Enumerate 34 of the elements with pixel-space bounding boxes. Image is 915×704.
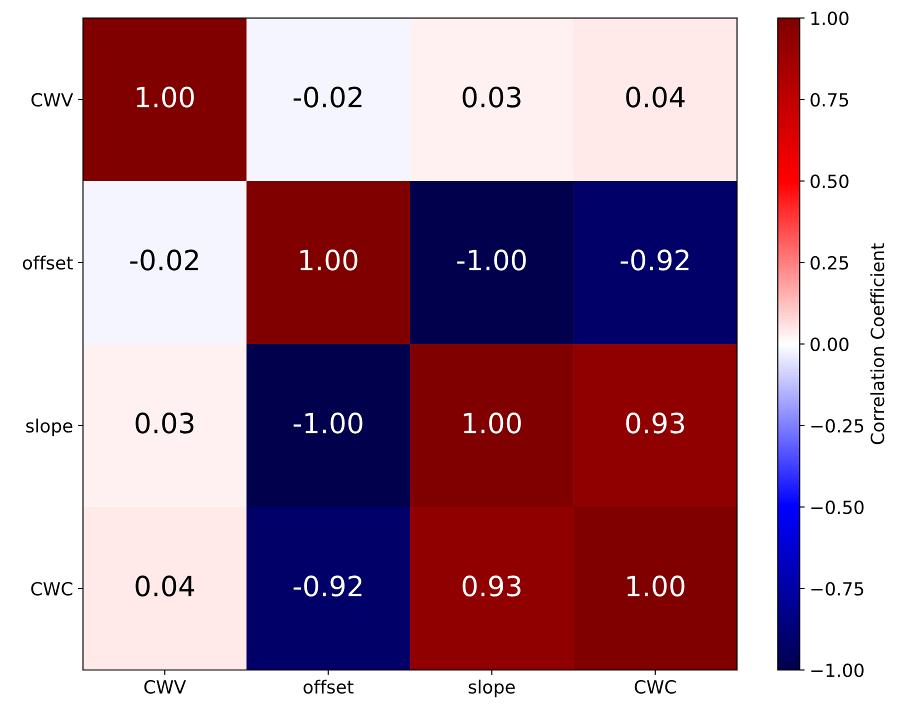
- x-tick-label: slope: [468, 680, 515, 698]
- data-label: 0.93: [462, 576, 520, 597]
- color-bar-label: −0.50: [811, 500, 864, 514]
- color-bar-label: −0.25: [811, 418, 864, 433]
- color-bar-label: 0.00: [810, 337, 848, 352]
- color-bar-title: Correlation Coefficient: [870, 243, 884, 444]
- data-label: -1.00: [294, 412, 362, 434]
- color-bar-label: 0.50: [810, 174, 848, 188]
- data-label: 0.03: [462, 86, 520, 108]
- data-label: 1.00: [300, 250, 358, 271]
- data-label: -0.02: [294, 86, 362, 108]
- x-tick-label: CWC: [634, 680, 676, 694]
- color-bar-label: 0.25: [810, 256, 848, 270]
- data-label: 0.04: [136, 576, 194, 597]
- color-bar-label: 0.75: [810, 92, 848, 107]
- y-tick-label: offset: [22, 256, 73, 270]
- data-label: 1.00: [627, 576, 684, 597]
- data-label: 1.00: [136, 86, 194, 108]
- x-tick-label: offset: [304, 680, 354, 694]
- y-tick-label: CWC: [31, 582, 72, 596]
- y-tick-label: slope: [26, 418, 72, 436]
- color-bar-label: −1.00: [811, 663, 864, 678]
- data-label: -0.92: [620, 250, 688, 271]
- data-label: 0.03: [136, 412, 194, 434]
- x-tick-label: CWV: [144, 680, 186, 694]
- color-bar-label: −0.75: [811, 582, 864, 596]
- data-label: 1.00: [464, 412, 521, 434]
- data-label: 0.04: [626, 86, 685, 108]
- color-bar-label: 1.00: [811, 11, 848, 26]
- data-label: -0.02: [130, 250, 198, 271]
- data-label: -1.00: [457, 250, 526, 271]
- data-label: 0.93: [626, 412, 684, 434]
- y-tick-label: CWV: [31, 92, 74, 107]
- data-label: -0.92: [294, 576, 362, 597]
